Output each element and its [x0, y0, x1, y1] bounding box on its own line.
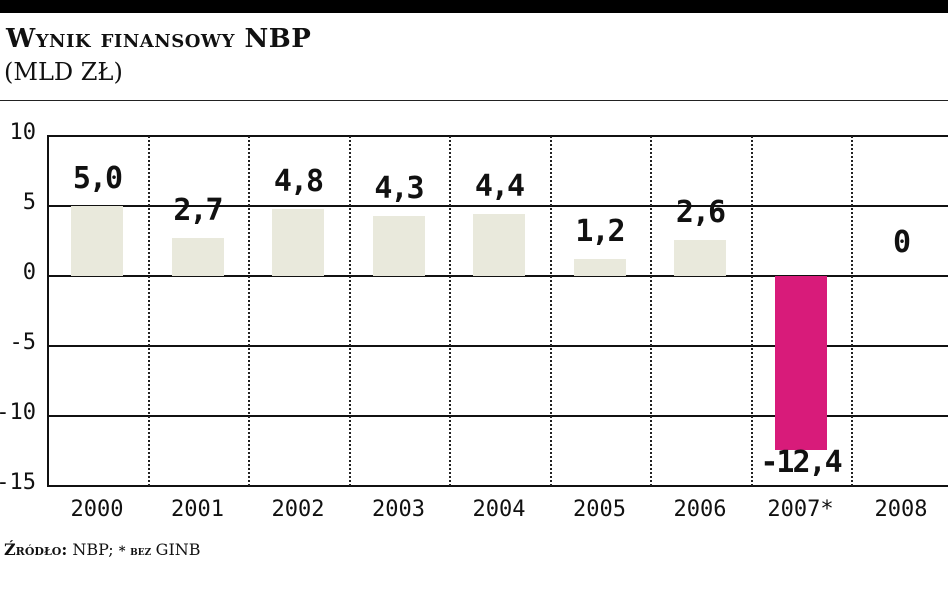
chart-title: Wynik finansowy NBP: [6, 24, 312, 54]
value-label: 1,2: [575, 214, 625, 250]
gridline-y-0: [47, 275, 948, 277]
column-separator: [147, 136, 150, 486]
value-label: 4,3: [374, 170, 424, 206]
chart-footer: Źródło: NBP; * bez GINB: [4, 540, 201, 559]
gridline-y--10: [47, 415, 948, 417]
note-value: GINB: [155, 540, 201, 559]
gridline-y--5: [47, 345, 948, 347]
source-value: NBP;: [67, 540, 119, 559]
column-separator: [348, 136, 351, 486]
y-tick-label: 5: [22, 190, 36, 215]
value-label: 0: [892, 225, 911, 260]
chart-subtitle: (MLD ZŁ): [4, 58, 123, 86]
value-label: 5,0: [72, 161, 123, 196]
bar-2007: [774, 276, 827, 450]
note-text: bez: [125, 544, 156, 559]
value-label: 2,6: [675, 194, 726, 230]
gridline-y-5: [47, 205, 948, 207]
value-label: 4,8: [273, 163, 324, 199]
x-tick-label: 2000: [70, 497, 124, 522]
column-separator: [650, 136, 652, 486]
bar-2001: [171, 238, 224, 276]
x-tick-label: 2001: [171, 497, 224, 522]
bar-2000: [71, 206, 124, 276]
y-tick-label: -15: [0, 470, 36, 495]
bar-2002: [272, 208, 325, 276]
bar-2003: [372, 215, 425, 276]
bar-2006: [674, 239, 727, 276]
gridline-y-10: [47, 135, 948, 137]
column-separator: [449, 136, 451, 486]
source-label: Źródło:: [4, 540, 68, 559]
value-label: 2,7: [173, 193, 223, 229]
y-tick-label: -10: [0, 400, 36, 425]
x-tick-label: 2003: [372, 497, 425, 522]
note-mark: *: [118, 544, 126, 559]
column-separator: [248, 136, 250, 486]
value-label: 4,4: [474, 169, 525, 205]
y-tick-label: -5: [9, 330, 37, 355]
y-axis-line: [47, 136, 49, 486]
x-tick-label: 2005: [573, 497, 626, 522]
x-tick-label: 2006: [673, 497, 727, 522]
value-label: -12,4: [760, 444, 842, 480]
header-divider: [0, 100, 948, 101]
column-separator: [549, 136, 552, 486]
x-tick-label: 2004: [472, 497, 526, 522]
y-tick-label: 10: [9, 120, 37, 145]
top-black-bar: [0, 0, 948, 13]
column-separator: [750, 136, 753, 486]
column-separator: [851, 136, 853, 486]
gridline-y--15: [47, 485, 948, 487]
plot-area: 5,0 2,7 4,8 4,3 4,4 1,2 2,6 -12,4 0: [47, 135, 948, 487]
bar-2005: [573, 259, 626, 276]
y-tick-label: 0: [22, 260, 36, 285]
x-tick-label: 2007*: [767, 497, 834, 522]
x-tick-label: 2008: [874, 497, 928, 522]
x-tick-label: 2002: [271, 497, 325, 522]
bar-2004: [473, 214, 526, 276]
